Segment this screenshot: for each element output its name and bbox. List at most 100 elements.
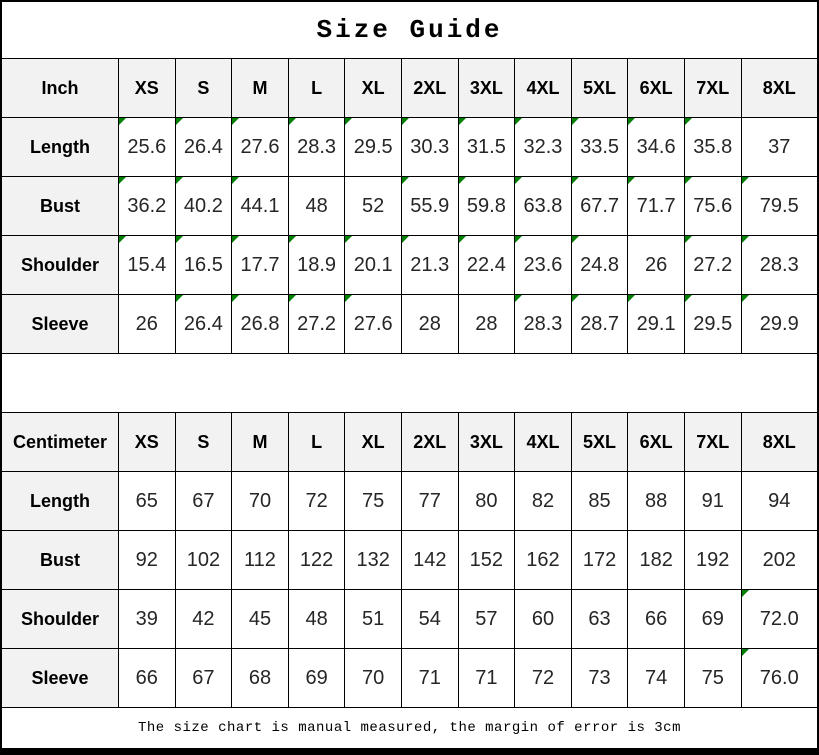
measurement-cell: 92 bbox=[119, 531, 176, 589]
measurement-cell: 182 bbox=[628, 531, 685, 589]
measurement-cell: 54 bbox=[401, 590, 459, 648]
measurement-cell: 66 bbox=[119, 649, 176, 707]
text-number-flag-icon bbox=[175, 236, 183, 243]
measurement-cell: 67 bbox=[175, 649, 233, 707]
measurement-cell: 102 bbox=[175, 531, 233, 589]
measurement-cell: 23.6 bbox=[515, 236, 572, 294]
page-title: Size Guide bbox=[2, 2, 817, 59]
measurement-cell: 69 bbox=[684, 590, 742, 648]
disclaimer-note: The size chart is manual measured, the m… bbox=[138, 720, 681, 736]
size-header-row: Inch XS S M L XL 2XL 3XL 4XL 5XL 6XL 7XL 8XL bbox=[2, 59, 817, 118]
text-number-flag-icon bbox=[345, 295, 353, 302]
text-number-flag-icon bbox=[571, 236, 579, 243]
measurement-cell: 44.1 bbox=[232, 177, 289, 235]
text-number-flag-icon bbox=[684, 118, 692, 125]
size-column-header: XS bbox=[119, 59, 176, 117]
size-column-header: 3XL bbox=[458, 59, 516, 117]
text-number-flag-icon bbox=[515, 295, 523, 302]
measurement-cell: 75 bbox=[345, 472, 402, 530]
measurement-cell: 25.6 bbox=[119, 118, 176, 176]
measurement-cell: 65 bbox=[119, 472, 176, 530]
text-number-flag-icon bbox=[119, 118, 126, 125]
text-number-flag-icon bbox=[232, 236, 240, 243]
measurement-cell: 36.2 bbox=[119, 177, 176, 235]
unit-label: Centimeter bbox=[2, 413, 119, 471]
measurement-cell: 70 bbox=[232, 472, 289, 530]
text-number-flag-icon bbox=[741, 295, 749, 302]
measurement-cell: 26 bbox=[628, 236, 685, 294]
measurement-cell: 28.7 bbox=[571, 295, 629, 353]
size-column-header: 6XL bbox=[628, 413, 685, 471]
text-number-flag-icon bbox=[741, 649, 749, 656]
size-column-header: 6XL bbox=[628, 59, 685, 117]
measurement-cell: 91 bbox=[684, 472, 742, 530]
measurement-cell: 48 bbox=[288, 590, 346, 648]
measurement-cell: 17.7 bbox=[232, 236, 289, 294]
size-column-header: S bbox=[175, 59, 233, 117]
row-label: Bust bbox=[2, 531, 119, 589]
text-number-flag-icon bbox=[119, 177, 126, 184]
measurement-cell: 20.1 bbox=[345, 236, 402, 294]
table-row: Sleeve 26 26.4 26.8 27.2 27.6 28 28 28.3 28.7 29.1… bbox=[2, 295, 817, 354]
measurement-cell: 27.6 bbox=[345, 295, 402, 353]
measurement-cell: 16.5 bbox=[175, 236, 233, 294]
size-column-header: L bbox=[288, 59, 346, 117]
text-number-flag-icon bbox=[741, 177, 749, 184]
measurement-cell: 67.7 bbox=[571, 177, 629, 235]
measurement-cell: 75 bbox=[684, 649, 742, 707]
measurement-cell: 27.2 bbox=[288, 295, 346, 353]
size-column-header: 7XL bbox=[684, 59, 742, 117]
text-number-flag-icon bbox=[401, 177, 409, 184]
measurement-cell: 69 bbox=[288, 649, 346, 707]
measurement-cell: 28.3 bbox=[741, 236, 817, 294]
text-number-flag-icon bbox=[232, 118, 240, 125]
unit-label: Inch bbox=[2, 59, 119, 117]
text-number-flag-icon bbox=[401, 118, 409, 125]
measurement-cell: 71 bbox=[401, 649, 459, 707]
row-label: Shoulder bbox=[2, 236, 119, 294]
size-column-header: 3XL bbox=[458, 413, 516, 471]
measurement-cell: 27.6 bbox=[232, 118, 289, 176]
text-number-flag-icon bbox=[232, 177, 240, 184]
text-number-flag-icon bbox=[571, 177, 579, 184]
size-column-header: M bbox=[232, 413, 289, 471]
measurement-cell: 75.6 bbox=[684, 177, 742, 235]
text-number-flag-icon bbox=[684, 295, 692, 302]
measurement-cell: 28.3 bbox=[288, 118, 346, 176]
size-column-header: 8XL bbox=[741, 413, 817, 471]
size-header-row: Centimeter XS S M L XL 2XL 3XL 4XL 5XL 6XL 7XL 8XL bbox=[2, 413, 817, 472]
size-column-header: 2XL bbox=[401, 59, 459, 117]
centimeter-table: Centimeter XS S M L XL 2XL 3XL 4XL 5XL 6XL 7XL 8XL Le… bbox=[2, 413, 817, 708]
row-label: Length bbox=[2, 118, 119, 176]
text-number-flag-icon bbox=[175, 177, 183, 184]
inch-table: Inch XS S M L XL 2XL 3XL 4XL 5XL 6XL 7XL 8XL Length 25… bbox=[2, 59, 817, 354]
text-number-flag-icon bbox=[345, 118, 353, 125]
text-number-flag-icon bbox=[458, 236, 466, 243]
table-row: Length 65 67 70 72 75 77 80 82 85 88 91 94 bbox=[2, 472, 817, 531]
size-column-header: 2XL bbox=[401, 413, 459, 471]
measurement-cell: 82 bbox=[515, 472, 572, 530]
row-label: Sleeve bbox=[2, 295, 119, 353]
text-number-flag-icon bbox=[458, 177, 466, 184]
text-number-flag-icon bbox=[684, 236, 692, 243]
table-row: Sleeve 66 67 68 69 70 71 71 72 73 74 75 76.0 bbox=[2, 649, 817, 708]
measurement-cell: 72 bbox=[288, 472, 346, 530]
text-number-flag-icon bbox=[401, 236, 409, 243]
measurement-cell: 192 bbox=[684, 531, 742, 589]
measurement-cell: 63 bbox=[571, 590, 629, 648]
text-number-flag-icon bbox=[288, 295, 296, 302]
measurement-cell: 77 bbox=[401, 472, 459, 530]
size-column-header: 4XL bbox=[515, 413, 572, 471]
measurement-cell: 68 bbox=[232, 649, 289, 707]
measurement-cell: 29.1 bbox=[628, 295, 685, 353]
measurement-cell: 28.3 bbox=[515, 295, 572, 353]
table-row: Shoulder 15.4 16.5 17.7 18.9 20.1 21.3 22.4 23.6… bbox=[2, 236, 817, 295]
measurement-cell: 22.4 bbox=[458, 236, 516, 294]
measurement-cell: 48 bbox=[288, 177, 346, 235]
text-number-flag-icon bbox=[515, 177, 523, 184]
measurement-cell: 42 bbox=[175, 590, 233, 648]
measurement-cell: 27.2 bbox=[684, 236, 742, 294]
measurement-cell: 52 bbox=[345, 177, 402, 235]
measurement-cell: 67 bbox=[175, 472, 233, 530]
